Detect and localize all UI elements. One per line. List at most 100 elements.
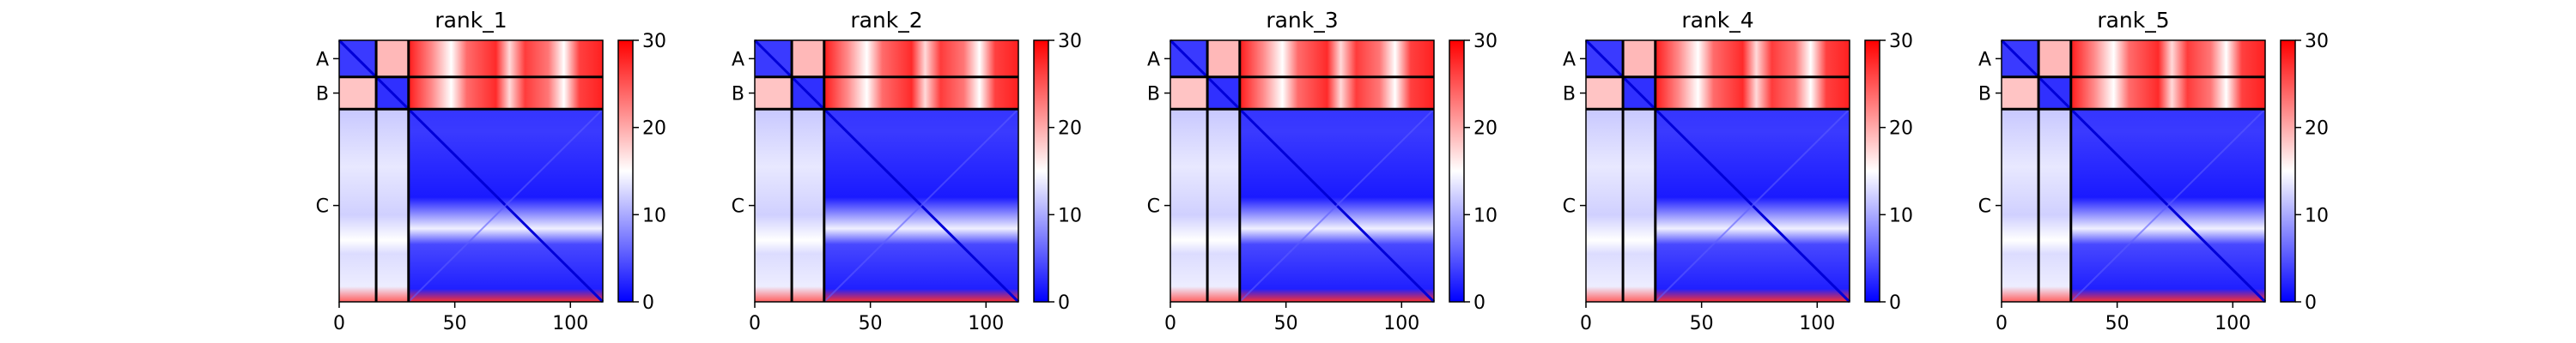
colorbar-tick-label: 10 [1889, 205, 1913, 226]
interchain-block-ab-c [408, 40, 603, 110]
colorbar-tick-label: 0 [642, 292, 654, 314]
x-tick-label: 50 [443, 313, 467, 334]
x-tick-label: 100 [2215, 313, 2251, 334]
x-tick-label: 100 [552, 313, 588, 334]
colorbar-tick-label: 30 [1058, 31, 1082, 52]
heatmap-frame [1585, 39, 1850, 303]
colorbar-tick-label: 30 [1889, 31, 1913, 52]
colorbar: 0 10 20 30 [1033, 31, 1082, 314]
colorbar-tick-label: 0 [1058, 292, 1070, 314]
anti-diagonal-texture [408, 108, 604, 303]
colorbar-tick-label: 10 [642, 205, 666, 226]
panel-title: rank_1 [434, 8, 507, 33]
pae-heatmap [337, 39, 605, 304]
colorbar-tick-label: 20 [1889, 118, 1913, 140]
diagonal-line [753, 39, 1020, 304]
chain-label-a: A [1563, 49, 1576, 70]
interchain-block-b-a [1586, 76, 1624, 110]
interchain-block-c-ab [339, 109, 409, 303]
chain-label-b: B [316, 84, 329, 105]
x-tick-label: 50 [2105, 313, 2129, 334]
colorbar-tick-label: 10 [1058, 205, 1082, 226]
colorbar-tick-label: 20 [642, 118, 666, 140]
interchain-block-c-ab [755, 109, 824, 303]
chain-label-a: A [732, 49, 744, 70]
x-tick-label: 0 [749, 313, 761, 334]
heatmap-frame [1170, 39, 1435, 303]
x-tick-label: 0 [1580, 313, 1592, 334]
colorbar-gradient [1864, 39, 1880, 303]
colorbar-tick-label: 30 [1473, 31, 1498, 52]
interchain-block-a-b [376, 40, 409, 77]
heatmap-frame [754, 39, 1019, 303]
colorbar: 0 10 20 30 [1864, 31, 1913, 314]
anti-diagonal-texture [1239, 108, 1435, 303]
diagonal-line [1584, 39, 1851, 304]
chain-label-c: C [1147, 196, 1160, 218]
interchain-block-ab-c [1239, 40, 1434, 110]
chain-label-a: A [1978, 49, 1991, 70]
interchain-block-ab-c [1655, 40, 1850, 110]
anti-diagonal-texture [2070, 108, 2266, 303]
interchain-block-a-b [1623, 40, 1656, 77]
diagonal-line [1169, 39, 1436, 304]
x-tick-label: 100 [1799, 313, 1835, 334]
interchain-block-c-ab [1586, 109, 1656, 303]
colorbar-tick-label: 30 [2305, 31, 2329, 52]
x-tick-label: 0 [1164, 313, 1176, 334]
colorbar-tick-label: 10 [2305, 205, 2329, 226]
interchain-block-c-ab [1170, 109, 1240, 303]
interchain-block-b-a [755, 76, 793, 110]
x-tick-label: 0 [333, 313, 345, 334]
colorbar-gradient [1449, 39, 1465, 303]
colorbar: 0 10 20 30 [617, 31, 666, 314]
interchain-block-b-a [339, 76, 377, 110]
anti-diagonal-texture [1655, 108, 1850, 303]
x-tick-label: 50 [1690, 313, 1714, 334]
pae-panel-2: rank_2 AB C 0 50 100 0 10 20 30 [732, 8, 1082, 334]
colorbar-tick-label: 0 [1473, 292, 1485, 314]
chain-label-b: B [1147, 84, 1160, 105]
panel-title: rank_4 [1681, 8, 1753, 33]
panel-title: rank_3 [1266, 8, 1338, 33]
x-tick-label: 50 [859, 313, 883, 334]
colorbar-tick-label: 30 [642, 31, 666, 52]
pae-panel-3: rank_3 AB C 0 50 100 0 10 20 30 [1147, 8, 1498, 334]
interchain-block-b-a [2002, 76, 2039, 110]
colorbar-gradient [617, 39, 634, 303]
diagonal-line [337, 39, 605, 304]
pae-heatmap [1584, 39, 1851, 304]
pae-panel-4: rank_4 AB C 0 50 100 0 10 20 30 [1563, 8, 1913, 334]
pae-heatmap [2000, 39, 2267, 304]
interchain-block-b-a [1170, 76, 1208, 110]
chain-label-b: B [732, 84, 744, 105]
chain-label-c: C [1563, 196, 1576, 218]
interchain-block-a-b [792, 40, 824, 77]
x-tick-label: 0 [1996, 313, 2008, 334]
pae-heatmap [1169, 39, 1436, 304]
colorbar-gradient [2280, 39, 2296, 303]
chain-label-b: B [1978, 84, 1991, 105]
x-tick-label: 50 [1274, 313, 1298, 334]
interchain-block-a-b [1207, 40, 1240, 77]
colorbar-tick-label: 20 [1473, 118, 1498, 140]
colorbar-tick-label: 20 [1058, 118, 1082, 140]
x-tick-label: 100 [968, 313, 1004, 334]
colorbar-tick-label: 20 [2305, 118, 2329, 140]
diagonal-line [2000, 39, 2267, 304]
chain-label-b: B [1563, 84, 1576, 105]
chain-label-c: C [1978, 196, 1991, 218]
colorbar-tick-label: 10 [1473, 205, 1498, 226]
pae-heatmap [753, 39, 1020, 304]
chain-label-c: C [732, 196, 744, 218]
colorbar: 0 10 20 30 [1449, 31, 1498, 314]
colorbar: 0 10 20 30 [2280, 31, 2329, 314]
panel-title: rank_2 [850, 8, 922, 33]
interchain-block-ab-c [2070, 40, 2265, 110]
heatmap-frame [338, 39, 604, 303]
chain-label-c: C [316, 196, 329, 218]
colorbar-tick-label: 0 [1889, 292, 1901, 314]
colorbar-gradient [1033, 39, 1049, 303]
interchain-block-a-b [2038, 40, 2071, 77]
